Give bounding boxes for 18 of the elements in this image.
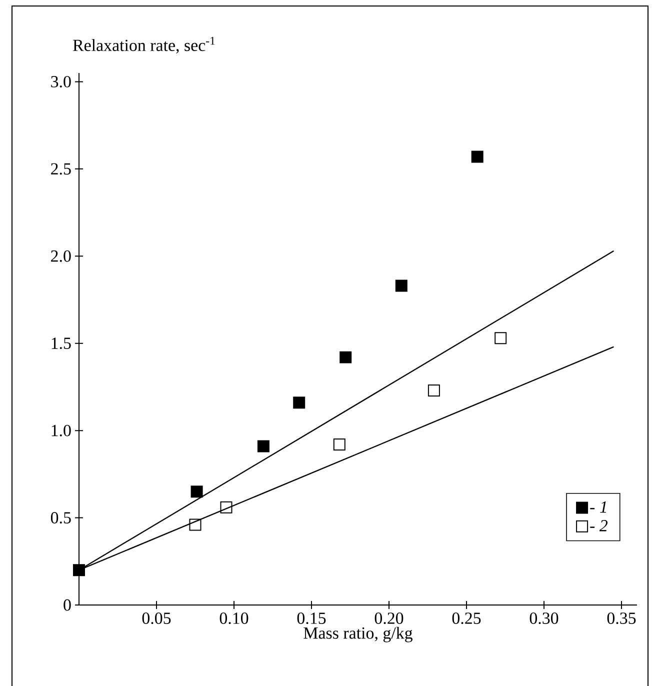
x-tick-label: 0.10 — [220, 612, 248, 624]
legend-label: - 2 — [590, 520, 608, 532]
y-tick-label: 0 — [64, 599, 71, 611]
y-tick-label: 0.5 — [50, 512, 71, 524]
x-tick-label: 0.05 — [142, 612, 171, 624]
y-tick-label: 1.5 — [52, 338, 71, 350]
y-axis-title: Relaxation rate, sec$^{-1}$ — [73, 36, 215, 54]
x-tick-label: 0.35 — [607, 612, 636, 624]
y-tick-label: 1.0 — [52, 424, 71, 436]
x-tick-label: 0.20 — [374, 612, 404, 624]
legend-label: - 1 — [590, 501, 606, 513]
y-tick-label: 2.0 — [51, 250, 71, 262]
x-tick-label: 0.25 — [452, 612, 481, 624]
x-tick-label: 0.30 — [530, 612, 558, 624]
x-tick-label: 0.15 — [297, 612, 326, 624]
y-tick-label: 3.0 — [51, 76, 71, 88]
x-axis-title: Mass ratio, g/kg — [304, 626, 412, 642]
y-tick-label: 2.5 — [51, 163, 71, 175]
